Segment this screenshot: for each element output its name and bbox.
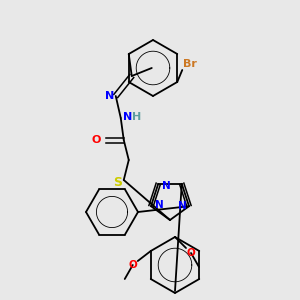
Text: O: O: [187, 248, 195, 258]
Text: N: N: [178, 201, 186, 211]
Text: H: H: [132, 112, 141, 122]
Text: Br: Br: [183, 59, 197, 69]
Text: N: N: [123, 112, 132, 122]
Text: O: O: [128, 260, 137, 270]
Text: N: N: [154, 200, 164, 210]
Text: N: N: [105, 91, 114, 101]
Text: N: N: [162, 181, 171, 191]
Text: O: O: [91, 135, 101, 145]
Text: S: S: [113, 176, 122, 188]
